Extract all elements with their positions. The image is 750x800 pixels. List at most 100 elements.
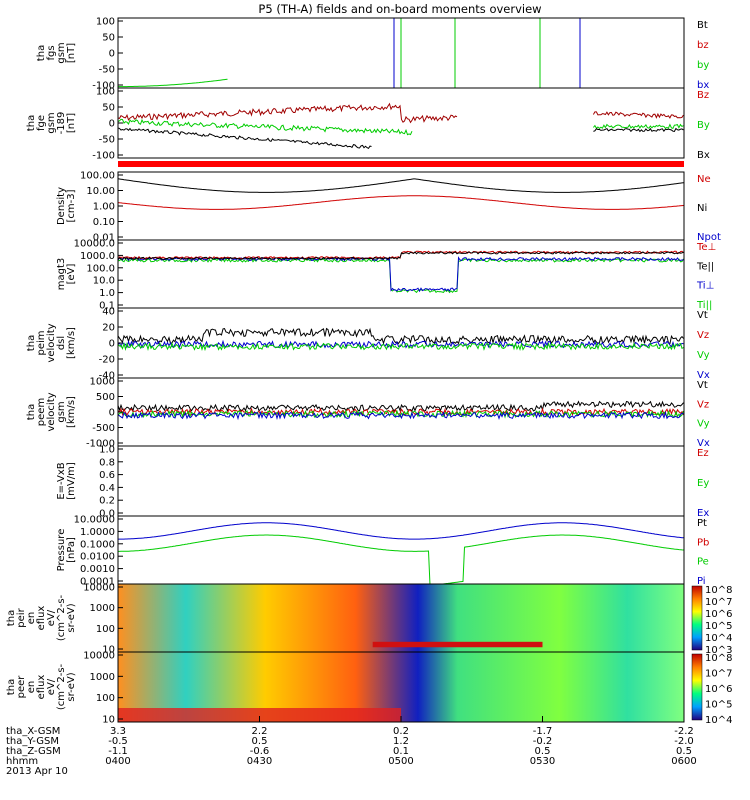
figure-title: P5 (TH-A) fields and on-board moments ov… <box>258 2 541 16</box>
y-label-line: en <box>26 612 37 625</box>
panel-plot-fge <box>118 102 684 150</box>
footer-value: 0400 <box>105 756 130 767</box>
y-tick-label: -100 <box>92 81 115 92</box>
y-tick-label: 10 <box>102 715 115 726</box>
series-Vt <box>118 327 684 345</box>
footer-value: 0.5 <box>252 736 268 747</box>
colorbar-tick-label: 10^7 <box>705 669 732 680</box>
y-label-line: fge <box>36 115 47 131</box>
y-axis-label: magt3 [eV] <box>56 258 77 291</box>
y-tick-label: 0.1 <box>99 301 115 312</box>
y-label-line: eV/ <box>46 609 57 626</box>
y-tick-label: 0.8 <box>99 457 115 468</box>
panel-peir: 10^810^710^610^510^410^3 10000 1000 100 10 th… <box>6 583 732 657</box>
colorbar-tick-label: 10^8 <box>705 653 732 664</box>
colorbar <box>691 585 703 651</box>
legend-Vt: Vt <box>697 310 708 321</box>
legend-Bt: Bt <box>697 20 708 31</box>
y-tick-label: 100 <box>96 17 115 28</box>
y-tick-label: 0.01 <box>93 233 115 244</box>
legend-bz: bz <box>697 40 709 51</box>
footer-value: -0.2 <box>533 736 553 747</box>
y-label-line: sr-eV) <box>66 672 77 701</box>
footer-value: 1.2 <box>393 736 409 747</box>
panel-plot-peem_velocity <box>118 400 684 421</box>
y-tick-label: 1000 <box>90 672 115 683</box>
footer-label: tha_Y-GSM <box>6 736 59 747</box>
legend-Te||: Te|| <box>696 261 714 272</box>
y-tick-label: 1000.0 <box>80 251 115 262</box>
y-label-line: [nT] <box>66 113 77 133</box>
footer-value: 2.2 <box>252 726 268 737</box>
panel-frame <box>117 239 685 309</box>
y-axis-label: Density [cm-3] <box>56 187 77 225</box>
y-label-line: [eV] <box>66 264 77 285</box>
y-tick-label: 0.2 <box>99 496 115 507</box>
y-tick-label: 10000 <box>83 583 115 594</box>
y-tick-label: 50 <box>102 33 115 44</box>
series-Bx-late <box>593 127 684 133</box>
footer-value: 0.5 <box>676 746 692 757</box>
y-axis-label: tha peim velocity dsl [km/s] <box>26 323 77 362</box>
y-axis-label: tha peer en eflux eV/(cm^2-s-sr-eV) <box>6 663 77 710</box>
footer-value: -1.7 <box>533 726 553 737</box>
colorbar-tick-label: 10^5 <box>705 621 732 632</box>
legend-Vx: Vx <box>697 370 710 381</box>
legend-Pi: Pi <box>697 576 706 587</box>
y-tick-label: 50 <box>102 103 115 114</box>
y-label-line: eflux <box>36 606 47 631</box>
legend-Vx: Vx <box>697 438 710 449</box>
colorbar-tick-label: 10^4 <box>705 715 732 726</box>
y-label-line: [cm-3] <box>66 189 77 222</box>
y-label-line: fgs <box>46 45 57 60</box>
y-label-line: magt3 <box>56 258 67 291</box>
legend-by: by <box>697 60 709 71</box>
panel-plot-peer <box>118 652 684 722</box>
y-tick-label: 0.0 <box>99 509 115 520</box>
y-tick-label: 500 <box>96 392 115 403</box>
y-tick-label: 100 <box>96 87 115 98</box>
y-tick-label: 100.00 <box>80 171 115 182</box>
series-Bx <box>118 127 372 150</box>
legend-Vz: Vz <box>697 330 709 341</box>
footer-label: tha_Z-GSM <box>6 746 61 757</box>
panel-plot-pressure <box>118 522 684 584</box>
y-tick-label: -500 <box>92 423 115 434</box>
y-axis-label: tha fge gsm -189 [nT] <box>26 112 77 135</box>
y-label-line: dsl <box>56 336 67 350</box>
legend-Ti⊥: Ti⊥ <box>696 281 714 292</box>
y-label-line: (cm^2-s- <box>56 594 67 641</box>
series-Ne <box>118 195 684 210</box>
legend-Vy: Vy <box>697 350 710 361</box>
y-tick-label: 0.10 <box>93 217 115 228</box>
panel-fgs: 100 50 0 -50 -100 tha fgs gsm [nT] Bt bz by bx <box>36 17 709 92</box>
y-axis-label: Pressure [nPa] <box>56 529 77 572</box>
heatmap-low-energy-band <box>372 641 543 648</box>
y-label-line: -189 <box>56 112 67 135</box>
panel-frame <box>117 445 685 517</box>
y-tick-label: 1000 <box>90 377 115 388</box>
y-label-line: gsm <box>56 401 67 422</box>
series-By <box>118 118 413 136</box>
y-label-line: [km/s] <box>66 327 77 359</box>
y-axis-label: tha peir en eflux eV/(cm^2-s-sr-eV) <box>6 594 77 641</box>
y-label-line: velocity <box>46 392 57 431</box>
footer-value: -2.0 <box>674 736 694 747</box>
colorbar-tick-label: 10^6 <box>705 609 732 620</box>
y-tick-label: -50 <box>99 65 115 76</box>
series-Tepar <box>118 251 684 261</box>
y-tick-label: -1000 <box>86 439 115 450</box>
y-tick-label: -100 <box>92 151 115 162</box>
footer-value: 0600 <box>671 756 696 767</box>
y-tick-label: 0.1000 <box>80 539 115 550</box>
legend-Ey: Ey <box>697 478 709 489</box>
legend-Ez: Ez <box>697 448 709 459</box>
y-tick-label: 100 <box>96 624 115 635</box>
legend-bx: bx <box>697 80 709 91</box>
y-label-line: peir <box>16 607 27 627</box>
y-tick-label: -40 <box>99 371 115 382</box>
series-Vy <box>118 341 684 352</box>
colorbar-tick-label: 10^6 <box>705 684 732 695</box>
